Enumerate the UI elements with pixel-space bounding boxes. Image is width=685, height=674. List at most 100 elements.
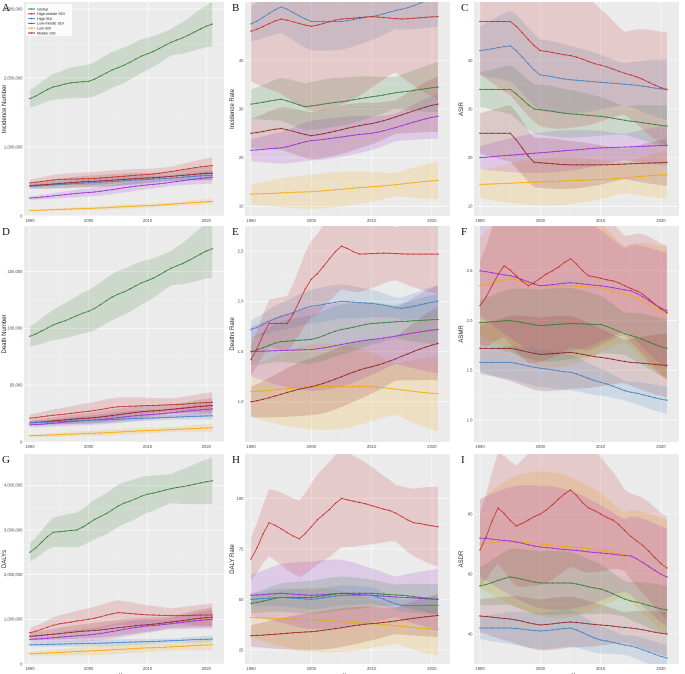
data-point-high-sdi [123, 180, 125, 182]
series-line-middle-sdi [480, 132, 667, 166]
data-point-high-middle-sdi [563, 54, 566, 56]
x-tick-label: 2010 [367, 218, 377, 223]
x-tick-label: 2000 [84, 218, 94, 223]
data-point-high-middle-sdi [256, 28, 258, 30]
data-point-low-sdi [370, 386, 373, 388]
data-point-low-sdi [401, 389, 403, 391]
data-point-high-middle-sdi [298, 300, 300, 302]
data-point-low-middle-sdi [292, 593, 294, 595]
data-point-global [401, 594, 403, 596]
data-point-low-middle-sdi [376, 595, 379, 597]
data-point-high-middle-sdi [129, 405, 131, 407]
data-point-middle-sdi [551, 163, 554, 165]
series-line-low-middle-sdi [29, 176, 213, 199]
data-point-global [612, 328, 614, 330]
data-point-high-sdi [193, 415, 196, 418]
data-point-low-sdi [425, 180, 427, 183]
data-point-middle-sdi [383, 621, 385, 624]
x-tick-label: 1990 [25, 444, 35, 449]
data-point-middle-sdi [521, 620, 523, 622]
data-point-high-middle-sdi [105, 176, 108, 179]
data-point-global [521, 98, 523, 101]
data-point-low-sdi [545, 543, 548, 546]
data-point-low-middle-sdi [521, 153, 523, 155]
data-point-low-middle-sdi [64, 193, 66, 196]
data-point-global [521, 321, 523, 324]
panel-label: B [232, 2, 239, 14]
data-point-high-middle-sdi [340, 18, 343, 20]
data-point-middle-sdi [140, 177, 143, 179]
data-point-high-middle-sdi [310, 526, 312, 528]
data-point-middle-sdi [587, 623, 590, 625]
data-point-low-sdi [117, 206, 119, 208]
data-point-low-sdi [563, 285, 566, 287]
data-point-low-middle-sdi [310, 594, 312, 596]
data-point-low-middle-sdi [563, 282, 566, 284]
data-point-global [636, 336, 638, 338]
data-point-global [292, 340, 294, 342]
data-point-low-middle-sdi [479, 270, 481, 272]
data-point-low-sdi [352, 187, 355, 189]
data-point-global [129, 500, 131, 502]
data-point-global [551, 582, 554, 584]
data-point-low-sdi [105, 649, 108, 651]
data-point-global [352, 326, 355, 328]
data-point-middle-sdi [425, 616, 427, 618]
data-point-low-sdi [88, 650, 90, 652]
data-point-high-middle-sdi [286, 19, 288, 21]
data-point-low-middle-sdi [170, 412, 172, 414]
data-point-middle-sdi [316, 134, 319, 136]
data-point-low-sdi [660, 310, 662, 312]
data-point-middle-sdi [612, 625, 614, 627]
data-point-high-middle-sdi [352, 251, 355, 253]
x-tick-label: 2000 [84, 666, 94, 671]
data-point-low-sdi [99, 432, 102, 434]
data-point-high-sdi [515, 362, 517, 365]
data-point-high-sdi [292, 597, 294, 599]
data-point-middle-sdi [630, 163, 632, 165]
data-point-low-sdi [503, 540, 505, 543]
data-point-middle-sdi [170, 621, 172, 623]
data-point-middle-sdi [642, 162, 644, 164]
data-point-low-middle-sdi [135, 626, 137, 629]
data-point-high-sdi [205, 415, 208, 417]
data-point-global [491, 321, 493, 323]
data-point-global [419, 596, 421, 599]
data-point-middle-sdi [437, 103, 439, 105]
data-point-high-middle-sdi [193, 167, 196, 169]
x-tick-label: 2000 [307, 444, 317, 449]
data-point-low-middle-sdi [298, 142, 300, 145]
data-point-low-middle-sdi [509, 275, 511, 277]
data-point-low-sdi [581, 179, 584, 181]
data-point-high-sdi [250, 598, 252, 601]
data-point-high-middle-sdi [437, 253, 439, 255]
data-point-middle-sdi [666, 161, 668, 164]
series-line-high-sdi [29, 415, 213, 424]
data-point-global [485, 583, 487, 586]
data-point-middle-sdi [129, 178, 131, 180]
data-point-low-sdi [636, 176, 638, 178]
data-point-low-middle-sdi [82, 192, 84, 194]
data-point-low-sdi [35, 434, 37, 437]
data-point-low-sdi [286, 388, 288, 390]
data-point-middle-sdi [624, 163, 626, 165]
data-point-global [176, 39, 178, 41]
data-point-global [648, 122, 650, 125]
data-point-low-sdi [413, 182, 415, 184]
series-line-high-middle-sdi [29, 401, 213, 419]
data-point-global [123, 64, 125, 67]
data-point-high-sdi [515, 627, 517, 630]
data-point-global [642, 122, 644, 124]
series-group [479, 226, 668, 414]
data-point-global [557, 323, 560, 325]
legend-key-point [30, 8, 33, 10]
data-point-low-sdi [539, 181, 541, 183]
ribbon-high-middle-sdi [251, 2, 438, 111]
data-point-low-middle-sdi [40, 196, 43, 198]
data-point-low-sdi [376, 386, 379, 388]
data-point-high-middle-sdi [286, 531, 288, 534]
data-point-low-middle-sdi [593, 551, 596, 554]
data-point-high-sdi [93, 181, 96, 184]
data-point-high-middle-sdi [497, 507, 499, 509]
data-point-high-sdi [170, 416, 172, 418]
